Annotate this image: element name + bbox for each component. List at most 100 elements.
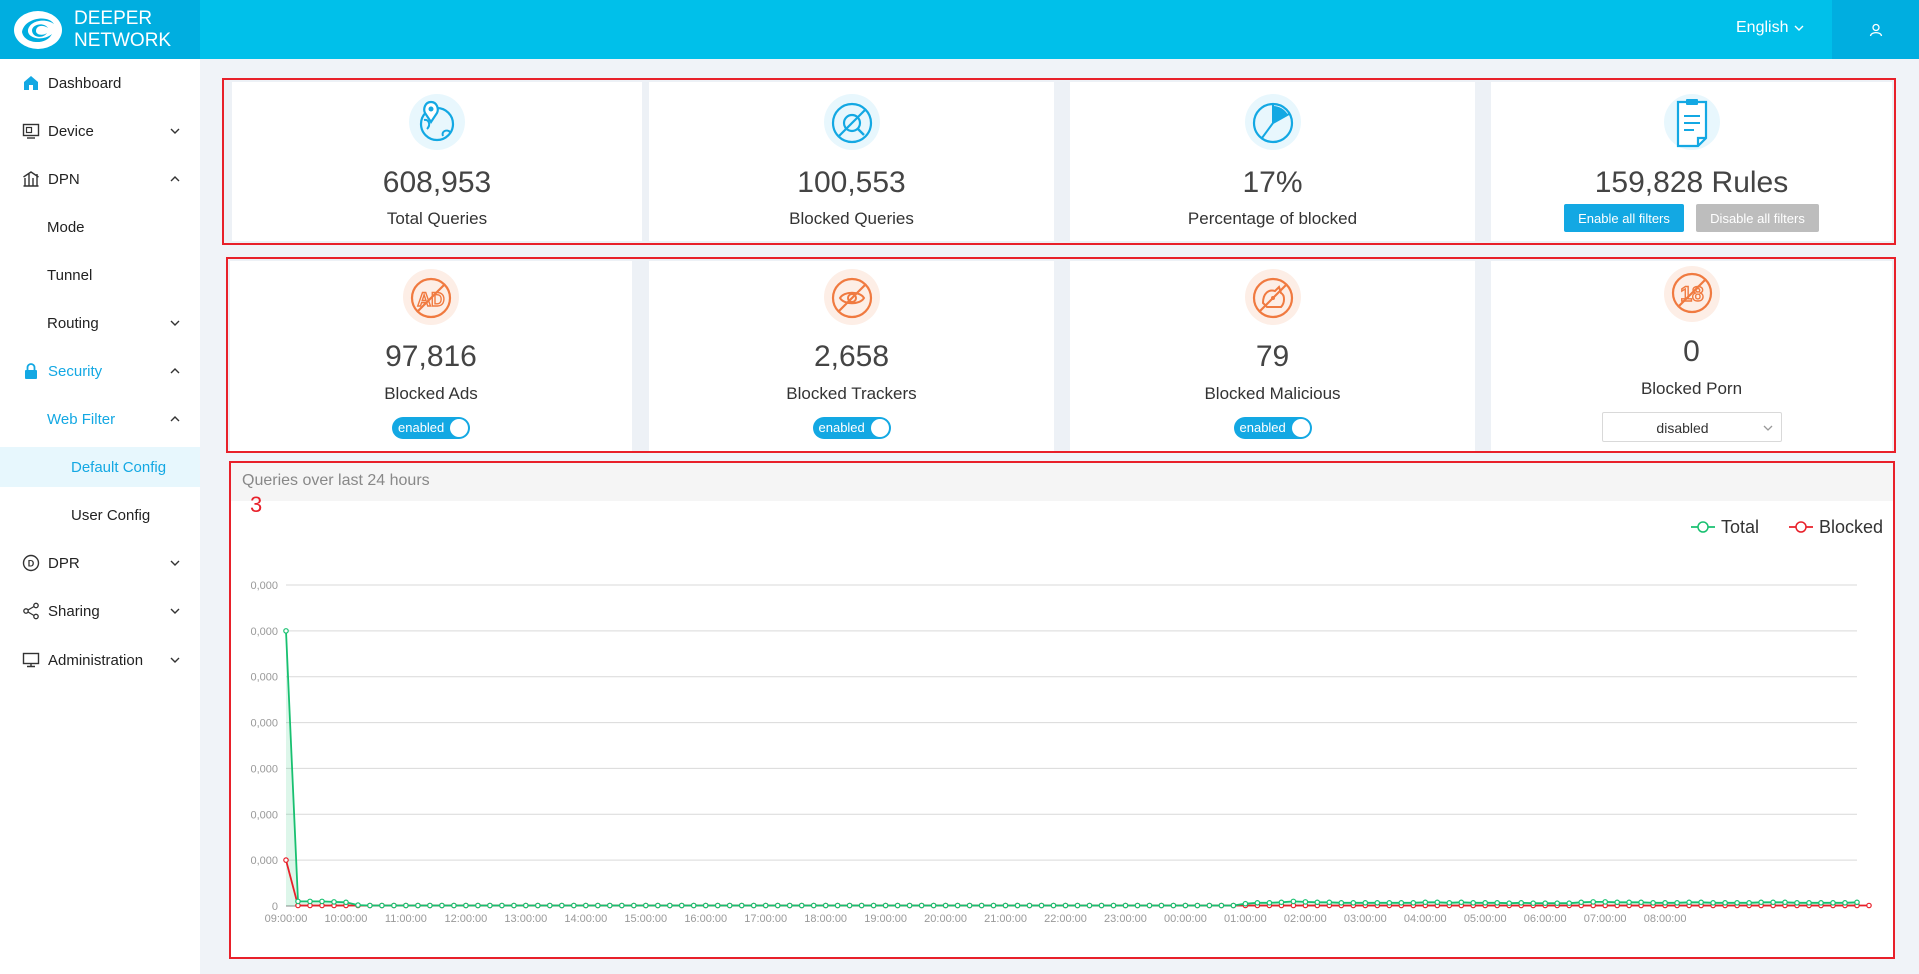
total-data-point bbox=[403, 902, 409, 909]
total-data-point bbox=[546, 902, 553, 909]
total-data-point bbox=[702, 902, 709, 909]
sidebar-item-web-filter[interactable]: Web Filter bbox=[0, 399, 200, 439]
logo-area[interactable]: DEEPER NETWORK bbox=[0, 0, 200, 59]
total-data-point bbox=[331, 899, 337, 905]
total-data-point bbox=[738, 902, 745, 909]
language-selector[interactable]: English bbox=[1736, 19, 1804, 37]
total-data-point bbox=[367, 902, 373, 909]
total-data-point bbox=[1314, 899, 1321, 906]
y-tick-label: 0,000 bbox=[250, 718, 278, 730]
toggle-label: enabled bbox=[398, 420, 445, 435]
total-data-point bbox=[1206, 902, 1213, 909]
share-icon bbox=[23, 602, 39, 620]
toggle-label: enabled bbox=[1239, 420, 1286, 435]
language-label: English bbox=[1736, 19, 1789, 36]
total-data-point bbox=[990, 902, 997, 909]
y-tick-label: 0,000 bbox=[250, 580, 278, 592]
sidebar-item-administration[interactable]: Administration bbox=[0, 640, 200, 680]
sidebar-item-device[interactable]: Device bbox=[0, 111, 200, 151]
total-data-point bbox=[343, 899, 349, 906]
total-data-point bbox=[966, 902, 973, 909]
legend-marker[interactable] bbox=[1795, 521, 1807, 533]
sidebar-item-dpr[interactable]: D DPR bbox=[0, 543, 200, 583]
legend-label[interactable]: Total bbox=[1721, 517, 1759, 537]
top-header-bar: DEEPER NETWORK English bbox=[0, 0, 1919, 59]
total-data-point bbox=[1734, 899, 1740, 906]
sidebar-item-tunnel[interactable]: Tunnel bbox=[0, 255, 200, 295]
total-data-point bbox=[582, 902, 589, 909]
total-data-point bbox=[295, 898, 301, 905]
total-data-point bbox=[1746, 899, 1752, 906]
sidebar-item-label: Security bbox=[48, 362, 103, 380]
x-tick-label: 13:00:00 bbox=[504, 913, 547, 925]
total-data-point bbox=[1290, 898, 1297, 905]
total-data-point bbox=[954, 902, 961, 909]
total-data-point bbox=[1278, 899, 1285, 906]
x-tick-label: 12:00:00 bbox=[444, 913, 487, 925]
blocked-porn-select[interactable]: disabled bbox=[1601, 412, 1782, 442]
legend-marker[interactable] bbox=[1697, 521, 1709, 533]
blocked-ads-toggle[interactable]: enabled bbox=[392, 417, 470, 439]
sidebar-item-security[interactable]: Security bbox=[0, 351, 200, 391]
globe-pin-icon bbox=[409, 94, 465, 150]
disable-all-filters-button[interactable]: Disable all filters bbox=[1696, 204, 1819, 232]
sidebar-item-default-config[interactable]: Default Config bbox=[0, 447, 200, 487]
chart-header: Queries over last 24 hours bbox=[231, 463, 1893, 501]
no-ads-icon: AD bbox=[403, 269, 459, 325]
stat-label: Blocked Malicious bbox=[1204, 384, 1341, 403]
total-data-point bbox=[942, 902, 949, 909]
total-data-point bbox=[1158, 902, 1165, 909]
y-tick-label: 0,000 bbox=[250, 672, 278, 684]
enable-all-filters-button[interactable]: Enable all filters bbox=[1564, 204, 1684, 232]
total-data-point bbox=[594, 902, 601, 909]
blocked-series-line bbox=[285, 859, 1869, 907]
blocked-trackers-toggle[interactable]: enabled bbox=[812, 417, 891, 439]
queries-chart-panel: Queries over last 24 hours 3 0 0,000 0,000… bbox=[229, 461, 1895, 959]
stats-panel-blocked-categories: 2 AD 97,816 Blocked Ads enabled 2,658 Bl… bbox=[226, 257, 1896, 453]
sidebar-item-label: DPN bbox=[48, 170, 80, 188]
device-icon bbox=[22, 123, 40, 139]
sidebar-item-user-config[interactable]: User Config bbox=[0, 495, 200, 535]
x-tick-label: 01:00:00 bbox=[1224, 913, 1267, 925]
sidebar-item-dpn[interactable]: DPN bbox=[0, 159, 200, 199]
stat-card-percentage-blocked: 17% Percentage of blocked bbox=[1070, 82, 1475, 241]
x-tick-label: 14:00:00 bbox=[564, 913, 607, 925]
stat-value: 2,658 bbox=[813, 340, 890, 373]
stat-value: 79 bbox=[1255, 340, 1290, 373]
total-data-point bbox=[319, 898, 325, 905]
total-data-point bbox=[487, 902, 493, 909]
total-data-point bbox=[1506, 900, 1513, 907]
y-tick-label: 0,000 bbox=[250, 855, 278, 867]
total-data-point bbox=[570, 902, 577, 909]
total-data-point bbox=[1578, 899, 1585, 906]
total-data-point bbox=[355, 902, 361, 908]
total-data-point bbox=[906, 902, 913, 909]
x-tick-label: 23:00:00 bbox=[1104, 913, 1147, 925]
blocked-malicious-toggle[interactable]: enabled bbox=[1233, 417, 1312, 439]
toggle-knob bbox=[1291, 419, 1310, 437]
total-data-point bbox=[678, 902, 685, 909]
sidebar-item-sharing[interactable]: Sharing bbox=[0, 591, 200, 631]
x-tick-label: 00:00:00 bbox=[1164, 913, 1207, 925]
sidebar-item-mode[interactable]: Mode bbox=[0, 207, 200, 247]
user-menu-button[interactable] bbox=[1832, 0, 1919, 59]
toggle-label: enabled bbox=[818, 420, 865, 435]
total-data-point bbox=[1338, 899, 1345, 906]
total-data-point bbox=[1182, 902, 1189, 909]
total-data-point bbox=[307, 898, 313, 905]
monitor-icon bbox=[22, 652, 40, 668]
stat-card-blocked-queries: 100,553 Blocked Queries bbox=[649, 82, 1054, 241]
sidebar-item-label: Tunnel bbox=[47, 266, 93, 284]
chevron-down-icon bbox=[1794, 25, 1804, 31]
y-tick-label: 0,000 bbox=[250, 763, 278, 775]
total-data-point bbox=[870, 902, 877, 909]
x-tick-label: 02:00:00 bbox=[1284, 913, 1327, 925]
total-data-point bbox=[858, 902, 865, 909]
legend-label[interactable]: Blocked bbox=[1819, 517, 1883, 537]
sidebar-item-routing[interactable]: Routing bbox=[0, 303, 200, 343]
total-data-point bbox=[534, 902, 541, 909]
total-data-point bbox=[1110, 902, 1117, 909]
stat-card-blocked-porn: 18 0 Blocked Porn disabled bbox=[1491, 261, 1892, 451]
sidebar-item-dashboard[interactable]: Dashboard bbox=[0, 63, 200, 103]
x-tick-label: 20:00:00 bbox=[924, 913, 967, 925]
